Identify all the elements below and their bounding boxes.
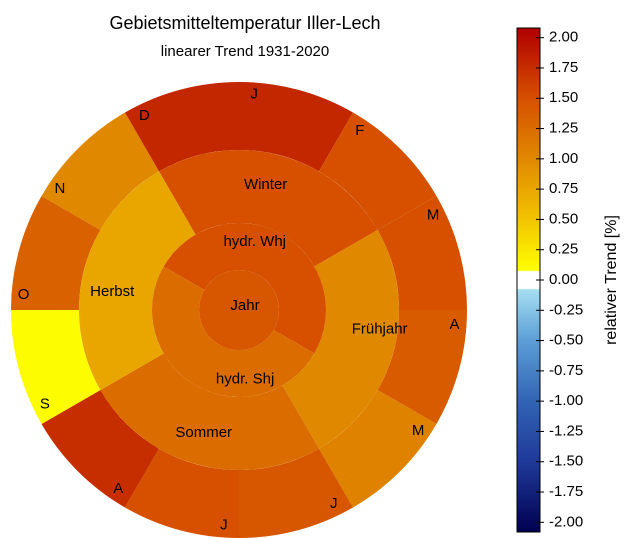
season-wedge: [79, 171, 196, 390]
month-wedge: [125, 82, 239, 172]
month-label: J: [250, 85, 258, 102]
month-wedge: [41, 390, 160, 508]
month-label: N: [55, 180, 66, 197]
half-year-wedge: [163, 223, 326, 354]
season-label: Sommer: [175, 424, 232, 441]
colorbar-tick-label: -0.75: [549, 362, 583, 379]
colorbar-tick-label: -2.00: [549, 513, 583, 530]
month-label: A: [113, 480, 123, 497]
month-wedge: [11, 196, 101, 310]
month-label: J: [330, 495, 338, 512]
season-wedge: [100, 353, 319, 471]
month-wedge: [11, 310, 101, 424]
month-wedge: [319, 112, 437, 230]
season-label: Winter: [244, 176, 287, 193]
wedge-labels: J F M A M J J A S O N D Winter Frühjahr Sommer Herbst hy…: [18, 85, 460, 533]
half-year-label: hydr. Shj: [216, 371, 274, 388]
season-wedge: [159, 149, 378, 267]
colorbar-tick-label: -1.50: [549, 453, 583, 470]
colorbar-tick-label: 1.25: [549, 120, 578, 137]
year-label: Jahr: [230, 297, 259, 314]
month-wedge: [239, 82, 353, 172]
colorbar-tick-label: 2.00: [549, 29, 578, 46]
month-label: J: [220, 516, 228, 533]
colorbar-tick-label: 0.75: [549, 180, 578, 197]
month-label: O: [18, 286, 30, 303]
season-wedge: [282, 230, 399, 449]
colorbar-tick-label: -1.25: [549, 422, 583, 439]
season-label: Herbst: [90, 283, 135, 300]
colorbar-tick-label: 0.00: [549, 271, 578, 288]
month-label: S: [40, 396, 50, 413]
chart-subtitle: linearer Trend 1931-2020: [161, 43, 329, 60]
colorbar-tick-label: -0.25: [549, 301, 583, 318]
colorbar-tick-label: -1.00: [549, 392, 583, 409]
colorbar-tick-label: 1.00: [549, 150, 578, 167]
month-label: M: [412, 422, 425, 439]
season-label: Frühjahr: [352, 321, 408, 338]
month-wedge: [377, 196, 467, 310]
year-disc: [199, 270, 279, 350]
month-wedge: [239, 448, 353, 538]
month-wedge: [377, 310, 467, 424]
colorbar-tick-label: 0.50: [549, 210, 578, 227]
colorbar-label: relativer Trend [%]: [603, 215, 620, 345]
colorbar-tick-label: -0.50: [549, 332, 583, 349]
colorbar-tick-label: 0.25: [549, 241, 578, 258]
chart-title: Gebietsmitteltemperatur Iller-Lech: [109, 13, 380, 33]
wedges: [11, 82, 467, 538]
month-label: D: [139, 107, 150, 124]
half-year-wedge: [152, 266, 315, 397]
month-wedge: [125, 448, 239, 538]
colorbar-tick-label: 1.50: [549, 89, 578, 106]
colorbar-tick-label: -1.75: [549, 483, 583, 500]
month-label: F: [355, 122, 364, 139]
month-wedge: [41, 112, 160, 230]
colorbar-tick-label: 1.75: [549, 59, 578, 76]
month-wedge: [319, 390, 437, 508]
month-label: A: [449, 316, 459, 333]
half-year-label: hydr. Whj: [223, 233, 286, 250]
month-label: M: [427, 206, 440, 223]
